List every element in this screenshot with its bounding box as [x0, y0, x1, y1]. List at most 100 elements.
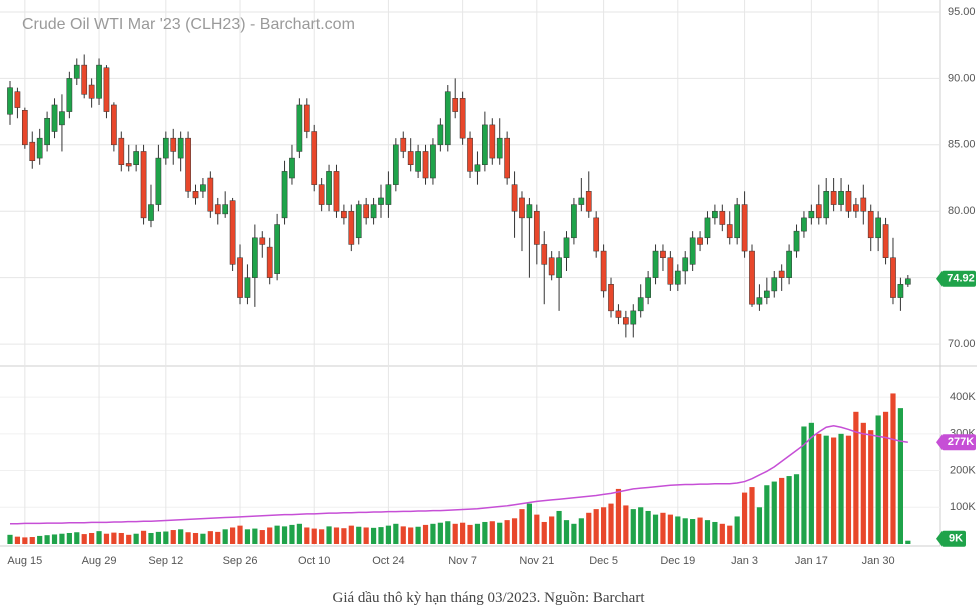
y-tick-label: 90.00	[948, 72, 976, 84]
last-price-label-bg	[942, 270, 976, 287]
volume-bar	[756, 507, 763, 544]
candle-body	[786, 250, 792, 278]
volume-bar	[697, 517, 703, 544]
candle-body	[341, 210, 347, 219]
candle-body	[14, 91, 21, 108]
candle-body	[830, 191, 837, 205]
volume-bar	[44, 535, 50, 544]
volume-bar	[667, 514, 673, 544]
candle-body	[36, 137, 43, 159]
candle-body	[44, 117, 50, 146]
candle-body	[140, 151, 147, 219]
y2-tick-label: 200K	[950, 464, 976, 476]
volume-bar	[415, 526, 421, 544]
candle-body	[444, 91, 451, 146]
volume-bar	[563, 520, 570, 544]
x-tick-label: Aug 15	[7, 555, 42, 567]
x-tick-label: Jan 17	[795, 555, 828, 567]
candle-body	[355, 204, 362, 239]
volume-bar	[712, 521, 718, 544]
candle-body	[682, 257, 689, 272]
candle-body	[363, 204, 370, 219]
candle-body	[882, 224, 889, 258]
volume-bar	[304, 527, 310, 544]
candle-body	[808, 210, 815, 219]
volume-bar	[118, 532, 124, 544]
volume-bar	[311, 528, 317, 544]
volume-bar	[593, 509, 599, 544]
volume-bar	[764, 485, 770, 544]
candle-body	[170, 137, 177, 152]
candle-body	[21, 110, 28, 146]
candle-body	[333, 171, 340, 212]
candle-body	[415, 151, 421, 172]
candle-body	[741, 204, 748, 252]
volume-bar	[571, 523, 577, 544]
volume-bar	[845, 435, 852, 544]
x-tick-label: Oct 10	[298, 555, 330, 567]
volume-bar	[51, 534, 58, 544]
volume-bar	[497, 522, 503, 544]
candle-body	[125, 163, 132, 167]
candle-body	[452, 98, 459, 112]
plot-background	[0, 0, 940, 546]
volume-bar	[890, 393, 896, 544]
candle-body	[630, 310, 637, 325]
candle-body	[845, 191, 852, 212]
volume-bar	[244, 529, 251, 544]
volume-bar	[348, 525, 354, 544]
volume-bar	[860, 422, 866, 544]
volume-bar	[578, 518, 584, 544]
candle-body	[593, 217, 600, 252]
last-volume-label-bg	[942, 530, 966, 547]
candle-body	[266, 246, 273, 278]
volume-bar	[319, 529, 325, 544]
volume-bar	[823, 435, 829, 544]
x-tick-label: Dec 5	[589, 555, 618, 567]
volume-bar	[14, 536, 21, 544]
candle-body	[578, 197, 585, 205]
y2-tick-label: 400K	[950, 391, 976, 403]
volume-bar	[81, 534, 87, 544]
candle-body	[838, 191, 844, 205]
volume-bar	[185, 532, 191, 544]
volume-bar	[645, 510, 651, 544]
volume-bar	[586, 512, 592, 544]
volume-bar	[192, 532, 199, 544]
candle-body	[771, 277, 778, 292]
candle-body	[311, 131, 318, 185]
chart-title: Crude Oil WTI Mar '23 (CLH23) - Barchart…	[22, 16, 355, 33]
volume-bar	[237, 525, 243, 544]
candle-body	[422, 151, 429, 179]
volume-bar	[400, 526, 406, 544]
candle-body	[437, 124, 444, 146]
caption: Giá dầu thô kỳ hạn tháng 03/2023. Nguồn:…	[332, 590, 645, 606]
candle-body	[7, 87, 13, 115]
candle-body	[103, 67, 110, 112]
volume-bar	[905, 540, 911, 544]
volume-bar	[296, 523, 302, 544]
candle-body	[88, 84, 95, 99]
candle-body	[348, 210, 355, 245]
candle-body	[482, 124, 488, 165]
candle-body	[66, 78, 73, 112]
candle-body	[667, 257, 674, 285]
volume-bar	[96, 531, 102, 544]
volume-bar	[682, 518, 688, 544]
candle-body	[726, 224, 733, 239]
volume-bar	[831, 437, 837, 544]
volume-bar	[526, 503, 532, 544]
candle-body	[474, 164, 481, 172]
candle-body	[252, 237, 258, 278]
candle-body	[585, 191, 592, 212]
candle-body	[875, 217, 881, 239]
x-tick-label: Aug 29	[82, 555, 117, 567]
candle-body	[133, 151, 139, 165]
candle-body	[118, 137, 125, 165]
candle-body	[177, 137, 184, 159]
candle-body	[600, 250, 607, 292]
volume-bar	[267, 527, 273, 544]
volume-bar	[816, 433, 822, 544]
volume-bar	[749, 487, 755, 544]
candle-body	[289, 157, 295, 179]
